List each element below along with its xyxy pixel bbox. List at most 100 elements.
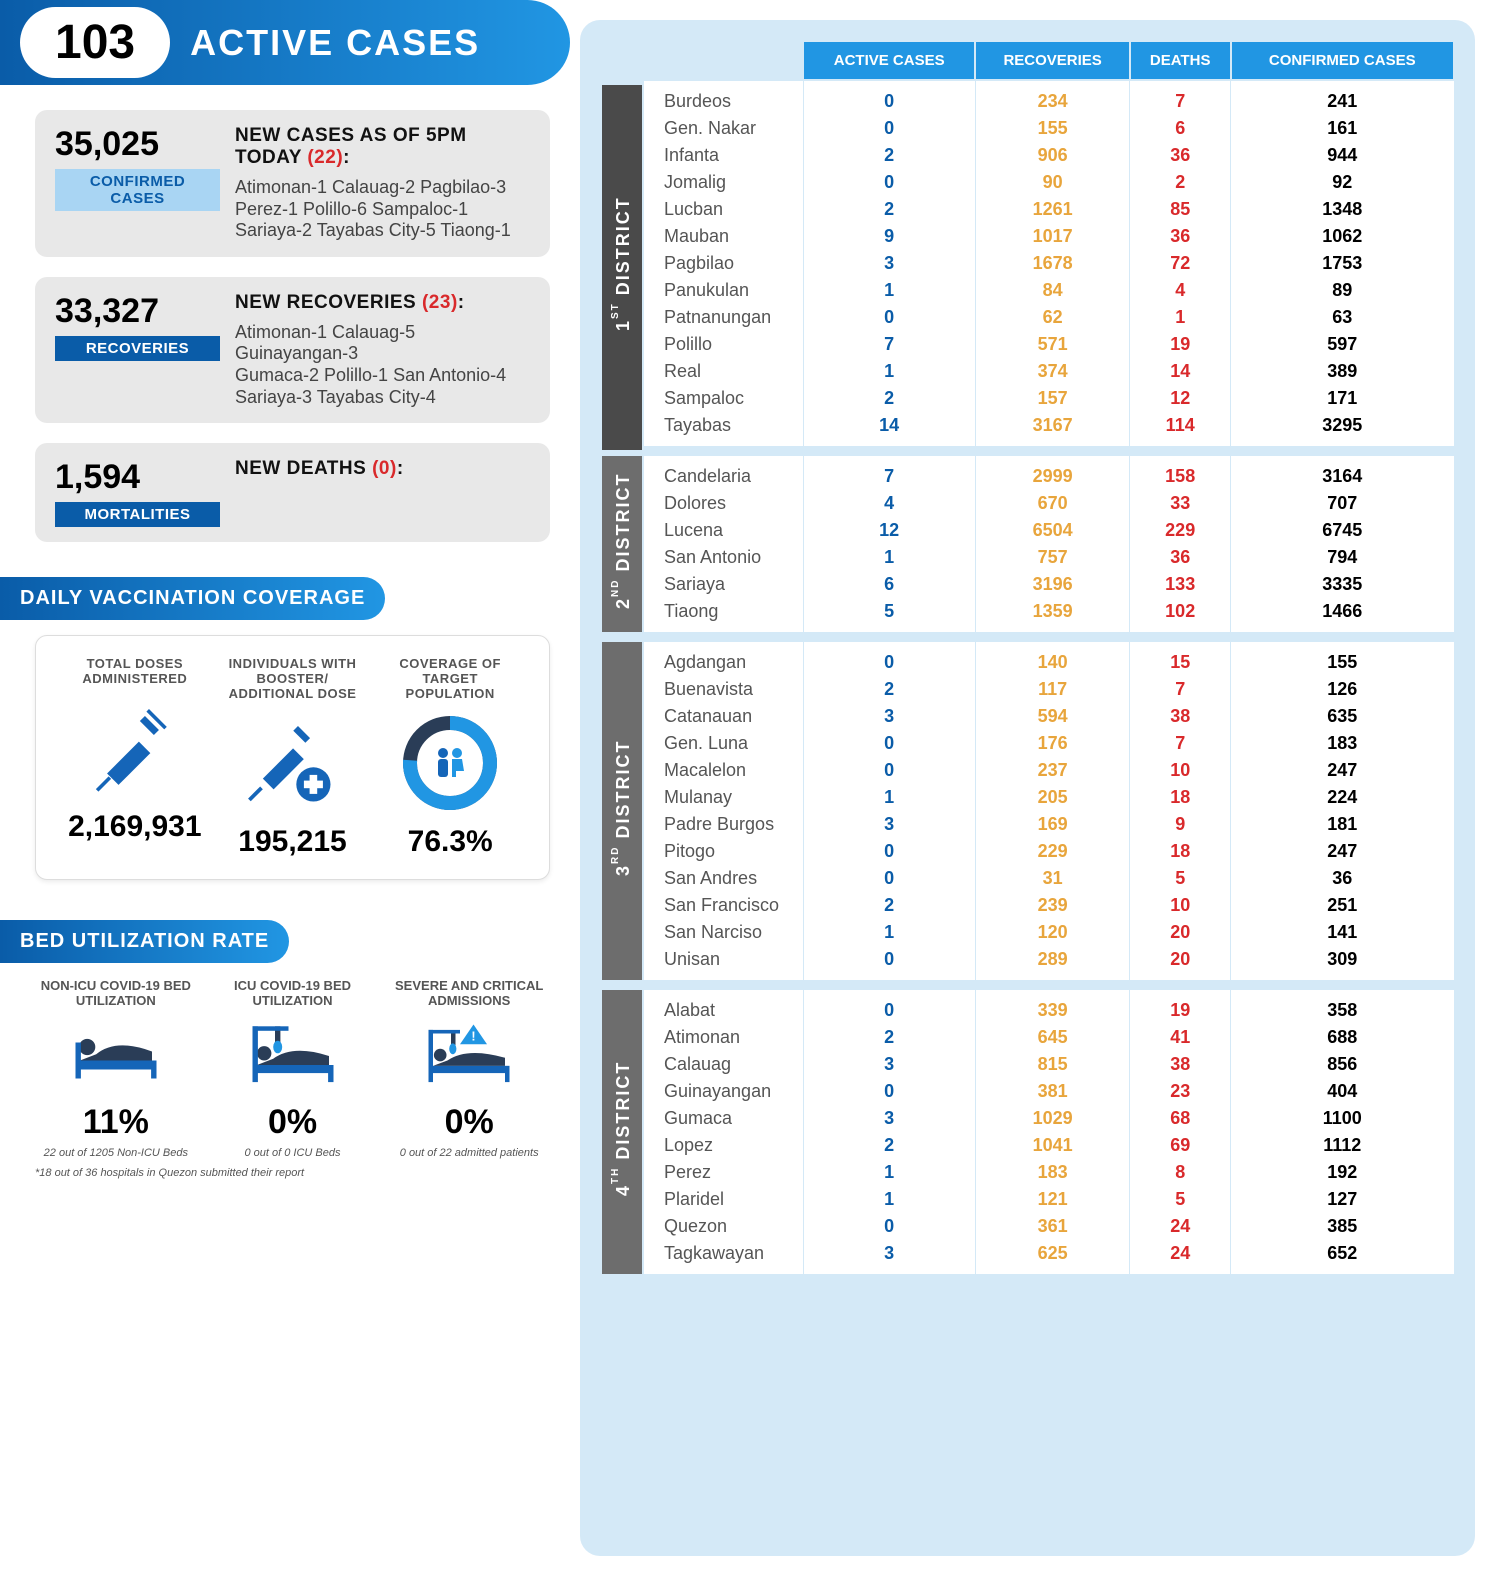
table-cell: 3167	[975, 412, 1130, 451]
table-cell: Burdeos	[643, 80, 803, 115]
recoveries-card: 33,327 RECOVERIES NEW RECOVERIES (23): A…	[35, 277, 550, 423]
table-cell: 3335	[1231, 571, 1454, 598]
confirmed-detail: Atimonan-1 Calauag-2 Pagbilao-3 Perez-1 …	[235, 177, 530, 242]
table-cell: 2	[803, 1132, 975, 1159]
table-cell: 1	[803, 784, 975, 811]
table-cell: Dolores	[643, 490, 803, 517]
table-cell: 1261	[975, 196, 1130, 223]
vax-header: DAILY VACCINATION COVERAGE	[0, 577, 385, 620]
recoveries-detail: Atimonan-1 Calauag-5 Guinayangan-3 Gumac…	[235, 322, 530, 408]
table-cell: 155	[975, 115, 1130, 142]
table-cell: Catanauan	[643, 703, 803, 730]
district-label: 2ND DISTRICT	[601, 451, 643, 637]
table-cell: 239	[975, 892, 1130, 919]
bed-nonicu-label: NON-ICU COVID-19 BED UTILIZATION	[35, 978, 197, 1008]
table-cell: San Narciso	[643, 919, 803, 946]
table-cell: 815	[975, 1051, 1130, 1078]
th-confirmed: CONFIRMED CASES	[1231, 41, 1454, 80]
coverage-ring-icon	[379, 713, 521, 813]
table-cell: 41	[1130, 1024, 1231, 1051]
table-cell: Sampaloc	[643, 385, 803, 412]
table-cell: 794	[1231, 544, 1454, 571]
table-cell: 183	[1231, 730, 1454, 757]
table-cell: 33	[1130, 490, 1231, 517]
table-cell: 38	[1130, 703, 1231, 730]
table-cell: 358	[1231, 985, 1454, 1024]
table-cell: 707	[1231, 490, 1454, 517]
table-cell: 4	[803, 490, 975, 517]
table-cell: 289	[975, 946, 1130, 985]
table-cell: 1	[803, 1186, 975, 1213]
table-cell: 12	[803, 517, 975, 544]
table-cell: 8	[1130, 1159, 1231, 1186]
table-cell: 2	[1130, 169, 1231, 196]
table-cell: Perez	[643, 1159, 803, 1186]
th-deaths: DEATHS	[1130, 41, 1231, 80]
table-cell: 2	[803, 142, 975, 169]
mortalities-number: 1,594	[55, 458, 220, 497]
table-cell: 117	[975, 676, 1130, 703]
th-active: ACTIVE CASES	[803, 41, 975, 80]
table-cell: 229	[975, 838, 1130, 865]
table-cell: Polillo	[643, 331, 803, 358]
table-cell: 0	[803, 1213, 975, 1240]
table-cell: 5	[803, 598, 975, 637]
table-cell: Alabat	[643, 985, 803, 1024]
table-cell: Mauban	[643, 223, 803, 250]
table-cell: 2	[803, 385, 975, 412]
table-cell: 247	[1231, 838, 1454, 865]
table-cell: 3	[803, 1240, 975, 1279]
table-cell: 12	[1130, 385, 1231, 412]
table-cell: 158	[1130, 451, 1231, 490]
table-cell: 89	[1231, 277, 1454, 304]
table-cell: 140	[975, 637, 1130, 676]
table-cell: San Francisco	[643, 892, 803, 919]
syringe-icon	[64, 698, 206, 798]
table-cell: 0	[803, 304, 975, 331]
table-cell: 625	[975, 1240, 1130, 1279]
table-cell: 14	[803, 412, 975, 451]
table-cell: 4	[1130, 277, 1231, 304]
table-cell: 72	[1130, 250, 1231, 277]
table-cell: 389	[1231, 358, 1454, 385]
table-cell: 1	[1130, 304, 1231, 331]
bed-card: NON-ICU COVID-19 BED UTILIZATION 11% 22 …	[35, 978, 550, 1159]
vax-booster-label: INDIVIDUALS WITH BOOSTER/ ADDITIONAL DOS…	[222, 656, 364, 701]
table-cell: 6	[1130, 115, 1231, 142]
table-cell: 169	[975, 811, 1130, 838]
table-cell: 944	[1231, 142, 1454, 169]
table-cell: San Antonio	[643, 544, 803, 571]
table-cell: 404	[1231, 1078, 1454, 1105]
th-recoveries: RECOVERIES	[975, 41, 1130, 80]
district-label: 3RD DISTRICT	[601, 637, 643, 985]
table-cell: 1348	[1231, 196, 1454, 223]
table-cell: Tagkawayan	[643, 1240, 803, 1279]
table-cell: 1112	[1231, 1132, 1454, 1159]
district-label: 4TH DISTRICT	[601, 985, 643, 1279]
table-cell: 0	[803, 169, 975, 196]
table-cell: 192	[1231, 1159, 1454, 1186]
icu-bed-icon	[212, 1018, 374, 1093]
table-cell: 652	[1231, 1240, 1454, 1279]
table-cell: 234	[975, 80, 1130, 115]
table-cell: 3196	[975, 571, 1130, 598]
table-cell: 155	[1231, 637, 1454, 676]
table-cell: Calauag	[643, 1051, 803, 1078]
table-cell: 92	[1231, 169, 1454, 196]
table-cell: 84	[975, 277, 1130, 304]
table-cell: 906	[975, 142, 1130, 169]
table-cell: 157	[975, 385, 1130, 412]
table-cell: 176	[975, 730, 1130, 757]
active-cases-header: 103 ACTIVE CASES	[0, 0, 570, 85]
table-cell: 0	[803, 115, 975, 142]
table-cell: 18	[1130, 838, 1231, 865]
table-cell: Unisan	[643, 946, 803, 985]
table-cell: 15	[1130, 637, 1231, 676]
table-cell: 237	[975, 757, 1130, 784]
table-cell: 24	[1130, 1240, 1231, 1279]
table-cell: 224	[1231, 784, 1454, 811]
table-cell: 10	[1130, 757, 1231, 784]
table-cell: 1	[803, 544, 975, 571]
table-cell: Lucban	[643, 196, 803, 223]
table-cell: 241	[1231, 80, 1454, 115]
